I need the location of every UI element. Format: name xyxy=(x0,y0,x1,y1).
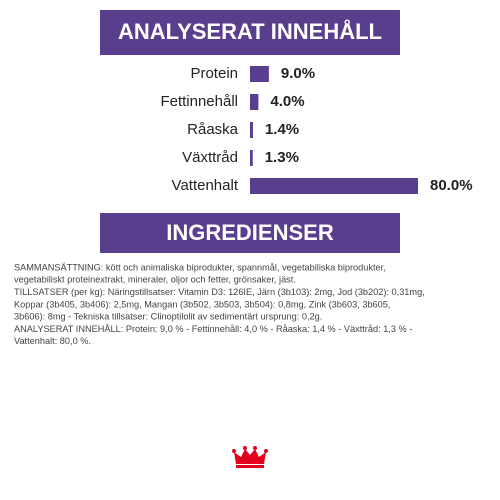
bar xyxy=(250,94,259,110)
ingredients-line: SAMMANSÄTTNING: kött och animaliska bipr… xyxy=(14,262,386,272)
ingredients-line: 3b606): 8mg - Tekniska tillsatser: Clino… xyxy=(14,312,322,322)
bar xyxy=(250,150,253,166)
bar xyxy=(250,178,418,194)
category-label: Växttråd xyxy=(182,149,238,166)
bar xyxy=(250,66,269,82)
value-label: 1.3% xyxy=(265,149,299,166)
category-label: Fettinnehåll xyxy=(160,93,238,110)
value-label: 9.0% xyxy=(281,65,315,82)
value-label: 4.0% xyxy=(270,93,304,110)
ingredients-line: ANALYSERAT INNEHÅLL: Protein: 9,0 % - Fe… xyxy=(14,324,412,334)
ingredients-line: Koppar (3b405, 3b406): 2,5mg, Mangan (3b… xyxy=(14,299,390,309)
chart-title: ANALYSERAT INNEHÅLL xyxy=(118,18,382,44)
category-label: Vattenhalt xyxy=(172,177,239,194)
ingredients-title: INGREDIENSER xyxy=(166,220,334,245)
ingredients-text: SAMMANSÄTTNING: kött och animaliska bipr… xyxy=(14,262,425,346)
category-label: Protein xyxy=(190,65,238,82)
ingredients-line: vegetabiliskt proteinextrakt, mineraler,… xyxy=(14,275,296,285)
value-label: 1.4% xyxy=(265,121,299,138)
category-label: Råaska xyxy=(187,121,239,138)
value-label: 80.0% xyxy=(430,177,473,194)
ingredients-banner xyxy=(100,213,400,253)
chart-banner xyxy=(100,10,400,55)
bar-chart: Protein 9.0% Fettinnehåll 4.0% Råaska 1.4% Väx… xyxy=(160,65,473,194)
bar xyxy=(250,122,253,138)
ingredients-line: TILLSATSER (per kg): Näringstillsatser: … xyxy=(14,287,425,297)
logo xyxy=(232,446,268,470)
ingredients-line: Vattenhalt: 80,0 %. xyxy=(14,336,91,346)
